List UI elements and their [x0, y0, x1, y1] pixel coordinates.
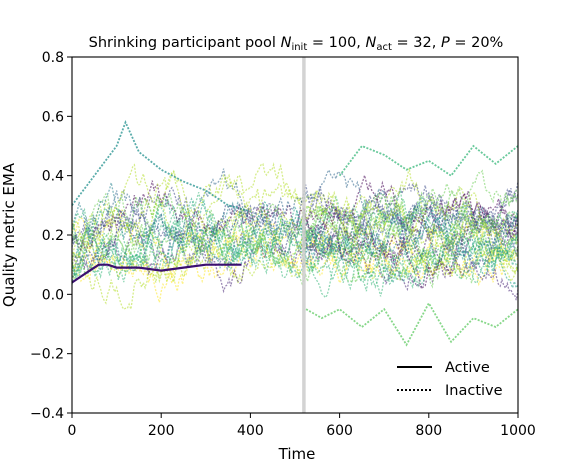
- x-tick-label: 600: [326, 423, 353, 439]
- background-series-line: [71, 172, 519, 253]
- legend-active-label: Active: [445, 360, 490, 376]
- title-n-act-value: = 32,: [392, 35, 441, 51]
- background-series: [71, 162, 519, 311]
- y-tick-label: 0.4: [42, 169, 64, 185]
- background-series-line: [71, 189, 519, 279]
- title-p-value: = 20%: [450, 35, 504, 51]
- background-series-line: [303, 203, 519, 276]
- y-tick-label: −0.2: [30, 347, 64, 363]
- background-series-line: [71, 184, 519, 272]
- plot-area: [71, 57, 519, 413]
- title-n-init-symbol: N: [281, 35, 292, 51]
- series-line-active: [71, 263, 242, 284]
- legend-inactive-label: Inactive: [445, 383, 503, 399]
- y-tick-label: 0.8: [42, 50, 64, 66]
- background-series-line: [71, 209, 519, 289]
- background-series-line: [303, 197, 519, 255]
- series-line-inactive: [305, 301, 519, 347]
- title-p-symbol: P: [441, 35, 450, 51]
- y-tick-label: 0.0: [42, 287, 64, 303]
- background-series-line: [71, 182, 519, 269]
- y-tick-label: 0.6: [42, 109, 64, 125]
- background-series-line: [71, 168, 519, 252]
- background-series-line: [71, 189, 519, 254]
- x-axis-label: Time: [278, 445, 316, 463]
- background-series-line: [71, 199, 519, 297]
- legend: Active Inactive: [397, 360, 503, 399]
- background-series-line: [71, 207, 519, 292]
- background-series-line: [71, 210, 519, 303]
- title-n-act-symbol: N: [366, 35, 377, 51]
- background-series-line: [71, 194, 519, 311]
- background-series-line: [71, 217, 519, 287]
- x-tick-label: 400: [237, 423, 264, 439]
- y-axis: −0.4 −0.2 0.0 0.2 0.4 0.6 0.8: [30, 50, 72, 422]
- chart-title: Shrinking participant pool Ninit = 100, …: [89, 35, 504, 53]
- x-tick-label: 200: [148, 423, 175, 439]
- title-n-act-sub: act: [376, 42, 392, 53]
- title-n-init-value: = 100,: [307, 35, 365, 51]
- x-axis: 0 200 400 600 800 1000: [68, 413, 536, 439]
- background-series-line: [71, 201, 519, 291]
- background-series-line: [71, 216, 519, 285]
- background-series-line: [71, 224, 519, 301]
- y-tick-label: −0.4: [30, 406, 64, 422]
- y-tick-label: 0.2: [42, 228, 64, 244]
- background-series-line: [71, 168, 519, 276]
- title-prefix: Shrinking participant pool: [89, 35, 281, 51]
- title-n-init-sub: init: [291, 42, 307, 53]
- x-tick-label: 0: [68, 423, 77, 439]
- x-tick-label: 1000: [500, 423, 536, 439]
- y-axis-label: Quality metric EMA: [0, 162, 18, 307]
- series-layer: [71, 119, 519, 347]
- x-tick-label: 800: [415, 423, 442, 439]
